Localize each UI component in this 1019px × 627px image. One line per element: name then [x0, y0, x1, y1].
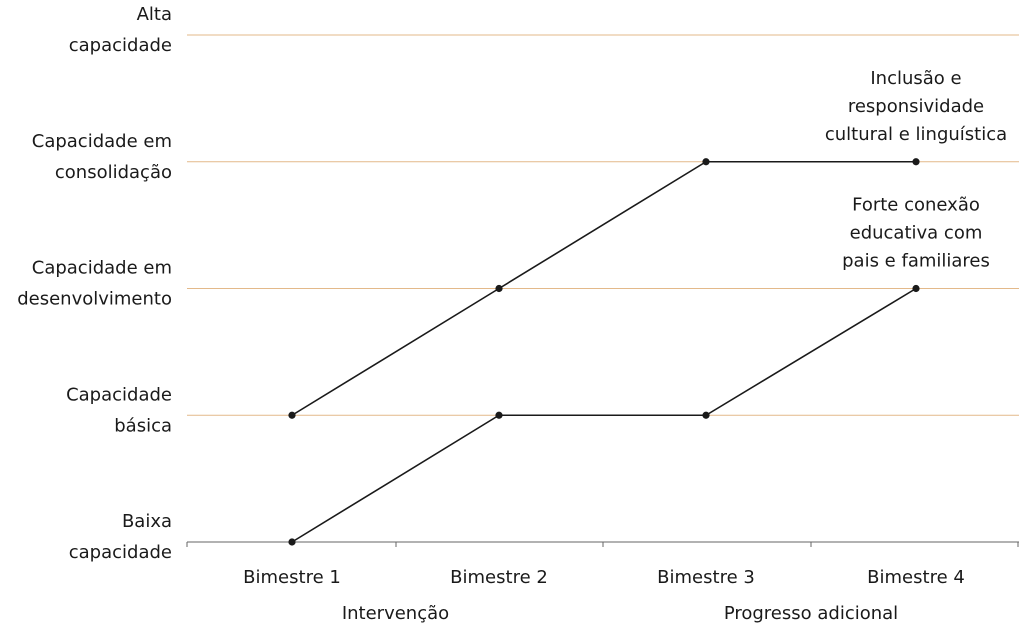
series-points	[288, 158, 920, 546]
x-tick-label: Bimestre 1	[243, 567, 341, 588]
data-point	[288, 411, 296, 419]
series-labels: Inclusão e responsividade cultural e lingu…	[825, 68, 1007, 272]
data-point	[702, 158, 710, 166]
y-tick-label: Capacidade em	[32, 258, 172, 279]
x-group-label: Intervenção	[342, 603, 449, 624]
data-point	[912, 158, 920, 166]
series-lines	[291, 160, 917, 543]
x-group-label: Progresso adicional	[724, 603, 898, 624]
series-label: cultural e linguística	[825, 124, 1007, 145]
data-point	[495, 284, 503, 293]
series-label: Inclusão e	[870, 68, 961, 89]
y-tick-label: Capacidade em	[32, 131, 172, 152]
series-label: Forte conexão	[852, 195, 980, 216]
series-label: responsividade	[848, 96, 984, 117]
y-tick-label: Capacidade	[66, 384, 172, 405]
y-tick-label: consolidação	[55, 162, 172, 183]
data-point	[912, 284, 920, 293]
series-label: educativa com	[850, 223, 983, 244]
y-axis-labels: Baixa capacidade Capacidade básica Capacidad…	[17, 4, 172, 563]
y-tick-label: Alta	[137, 4, 172, 25]
y-tick-label: capacidade	[69, 542, 172, 563]
x-tick-label: Bimestre 4	[867, 567, 965, 588]
y-tick-label: desenvolvimento	[17, 289, 172, 310]
y-tick-label: capacidade	[69, 35, 172, 56]
series-line	[291, 287, 917, 543]
y-tick-label: Baixa	[122, 511, 172, 532]
series-line	[291, 160, 916, 416]
y-tick-label: básica	[114, 415, 172, 436]
series-label: pais e familiares	[842, 251, 990, 272]
x-axis-groups: Intervenção Progresso adicional	[342, 603, 898, 624]
x-tick-label: Bimestre 3	[657, 567, 755, 588]
x-axis-labels: Bimestre 1 Bimestre 2 Bimestre 3 Bimestre 4	[243, 567, 965, 588]
x-tick-label: Bimestre 2	[450, 567, 548, 588]
x-axis	[186, 541, 1019, 547]
data-point	[702, 411, 710, 419]
data-point	[495, 411, 503, 419]
data-point	[288, 538, 296, 546]
